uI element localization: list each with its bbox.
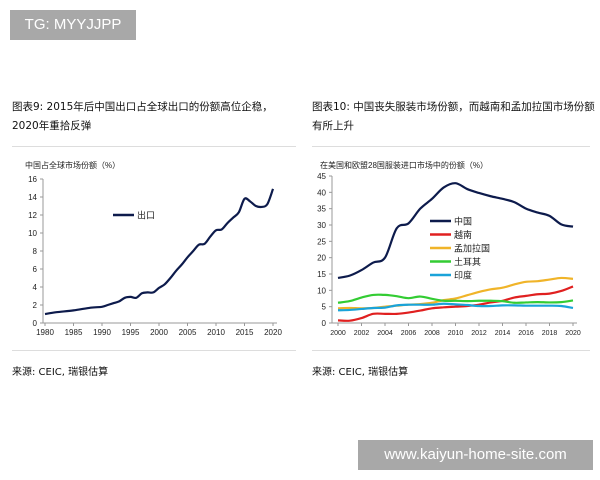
chart2-x-tick-label: 2016 — [518, 330, 534, 337]
chart1-bottom-divider — [12, 350, 296, 351]
chart1-y-axis-label: 中国占全球市场份额（%） — [25, 160, 120, 170]
chart1-x-tick-label: 1995 — [122, 328, 140, 337]
chart2-y-tick-label: 10 — [317, 286, 326, 295]
chart1-title: 图表9: 2015年后中国出口占全球出口的份额高位企稳，2020年重拾反弹 — [12, 101, 273, 132]
chart1-x-tick-label: 2015 — [236, 328, 254, 337]
chart2-x-tick-label: 2012 — [471, 330, 487, 337]
chart2-legend-label: 越南 — [454, 229, 472, 240]
chart1-x-tick-label: 2005 — [179, 328, 197, 337]
chart1-y-tick-label: 6 — [33, 265, 38, 274]
chart2-y-tick-label: 15 — [317, 270, 326, 279]
chart1-y-tick-label: 14 — [28, 193, 37, 202]
chart1-x-tick-label: 2000 — [150, 328, 168, 337]
watermark-top-left: TG: MYYJJPP — [10, 10, 136, 40]
chart1-x-tick-label: 1985 — [65, 328, 83, 337]
chart2-y-tick-label: 20 — [317, 254, 326, 263]
chart2-x-tick-label: 2010 — [448, 330, 464, 337]
chart2-legend-label: 印度 — [454, 270, 472, 281]
chart1-legend-label: 出口 — [137, 210, 155, 221]
chart2-legend-label: 孟加拉国 — [454, 243, 490, 254]
chart2-legend-label: 中国 — [454, 216, 472, 227]
chart1-y-tick-label: 4 — [33, 283, 38, 292]
chart1-y-tick-label: 2 — [33, 301, 38, 310]
chart2-series-1-line — [337, 285, 574, 322]
chart2-title: 图表10: 中国丧失服装市场份额，而越南和孟加拉国市场份额有所上升 — [312, 101, 595, 132]
chart1-y-tick-label: 0 — [33, 319, 38, 328]
chart2-x-tick-label: 2008 — [424, 330, 440, 337]
chart2-x-tick-label: 2004 — [377, 330, 393, 337]
chart1-x-tick-label: 2020 — [264, 328, 282, 337]
chart2-legend-label: 土耳其 — [454, 256, 481, 267]
chart1-y-tick-label: 8 — [33, 247, 38, 256]
chart2-y-tick-label: 0 — [322, 319, 327, 328]
chart2-x-tick-label: 2014 — [495, 330, 511, 337]
chart1-x-tick-label: 2010 — [207, 328, 225, 337]
chart2-x-tick-label: 2018 — [542, 330, 558, 337]
chart2-x-tick-label: 2000 — [330, 330, 346, 337]
chart2-x-tick-label: 2020 — [565, 330, 581, 337]
chart2-top-divider — [312, 146, 590, 147]
chart2-x-tick-label: 2006 — [401, 330, 417, 337]
chart2-series-3-line — [337, 293, 574, 304]
chart2-y-tick-label: 5 — [322, 303, 327, 312]
chart1-x-tick-label: 1980 — [36, 328, 54, 337]
chart2-y-tick-label: 35 — [317, 205, 326, 214]
chart1-top-divider — [12, 146, 296, 147]
chart2-x-tick-label: 2002 — [354, 330, 370, 337]
chart2-series-0-line — [337, 182, 574, 280]
chart2-y-tick-label: 40 — [317, 188, 326, 197]
chart1-x-tick-label: 1990 — [93, 328, 111, 337]
chart2-series-4-line — [337, 302, 574, 312]
chart1-y-tick-label: 10 — [28, 229, 37, 238]
chart1-source: 来源: CEIC, 瑞银估算 — [12, 367, 109, 378]
chart1-series-0-line — [44, 188, 275, 316]
chart2-y-axis-label: 在美国和欧盟28国服装进口市场中的份额（%） — [320, 160, 488, 170]
chart2-source: 来源: CEIC, 瑞银估算 — [312, 367, 409, 378]
chart2-y-tick-label: 30 — [317, 221, 326, 230]
chart1-y-tick-label: 16 — [28, 175, 37, 184]
chart1-y-tick-label: 12 — [28, 211, 37, 220]
watermark-bottom-right: www.kaiyun-home-site.com — [358, 440, 593, 470]
chart2-y-tick-label: 45 — [317, 172, 326, 181]
chart2-bottom-divider — [312, 350, 590, 351]
chart2-y-tick-label: 25 — [317, 237, 326, 246]
